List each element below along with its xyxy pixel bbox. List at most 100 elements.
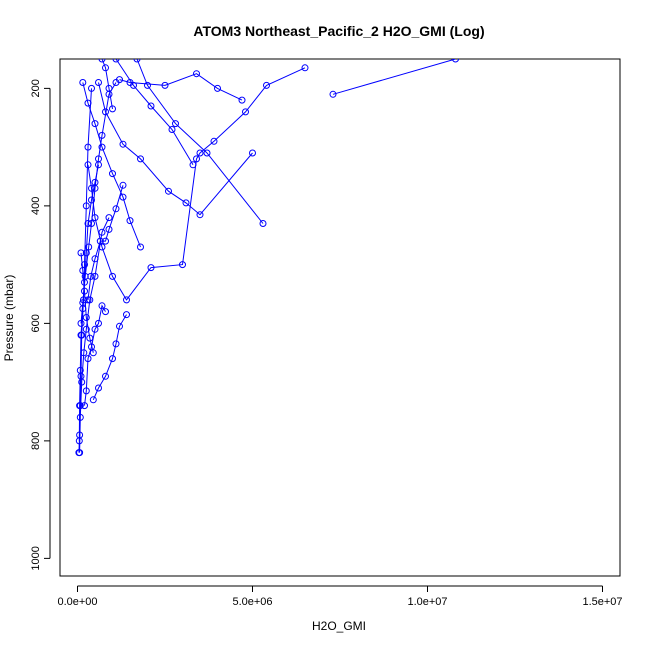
data-point [98,302,106,310]
x-axis-label: H2O_GMI [312,619,366,633]
series-line-8 [92,314,127,401]
data-point [81,402,88,410]
data-point [189,161,197,169]
data-point [82,387,90,395]
y-axis-label: Pressure (mbar) [2,275,16,362]
data-point [95,319,102,327]
data-point [137,155,144,163]
data-point [126,217,134,225]
data-point [182,199,190,207]
data-point [82,325,90,333]
data-point [82,314,90,321]
data-point [98,228,106,236]
chart-title: ATOM3 Northeast_Pacific_2 H2O_GMI (Log) [193,23,484,39]
y-axis: 200 400 600 800 1000 [30,79,51,571]
data-point [214,84,221,92]
data-point [259,220,267,227]
data-point [84,143,92,151]
data-point [112,79,120,86]
data-point [98,131,106,139]
series-line-12 [101,59,113,109]
data-point [452,59,459,63]
data-point [109,355,116,363]
data-point [102,64,109,72]
data-point [119,181,127,189]
data-point [165,187,172,195]
y-tick-label: 800 [30,432,42,450]
data-point [210,137,218,145]
data-point [79,79,87,86]
data-point [123,311,130,319]
series-layer [75,59,459,457]
series-line-4 [87,67,306,301]
data-point [109,272,116,280]
data-point [91,120,99,128]
data-point [88,84,95,92]
data-point [85,243,93,251]
data-point [102,308,109,316]
series-line-3 [332,59,456,95]
series-line-7 [115,59,194,166]
data-point [77,372,85,380]
y-tick-label: 600 [30,314,42,332]
y-tick-label: 400 [30,197,42,215]
plot-frame [59,58,621,577]
data-point [95,155,102,163]
x-axis: 0.0e+00 5.0e+06 1.0e+07 1.5e+07 [57,585,623,608]
data-point [116,322,123,330]
data-point [75,449,83,457]
data-point [82,249,90,257]
data-point [168,126,176,133]
data-point [147,102,155,110]
data-point [105,214,113,222]
data-point [109,105,116,113]
data-point [89,396,97,404]
data-point [263,81,270,89]
data-point [196,149,204,157]
data-point [91,272,99,280]
data-point [172,120,179,128]
data-point [76,431,84,439]
data-point [81,261,88,269]
data-point [193,155,200,163]
data-point [301,64,309,72]
data-point [112,59,120,63]
series-line-16 [78,88,92,453]
data-point [329,90,337,98]
data-point [88,196,95,204]
data-point [98,59,106,63]
data-point [119,140,127,148]
data-point [123,296,130,304]
data-point [147,264,155,272]
data-point [196,211,204,219]
data-point [137,243,144,251]
data-point [77,319,85,327]
data-point [81,272,89,280]
data-point [95,79,102,86]
data-point [203,149,211,157]
data-point [112,340,120,348]
data-point [105,225,113,233]
data-point [161,81,169,89]
data-point [112,205,120,213]
data-point [98,143,106,151]
data-point [238,96,246,104]
series-line-1 [136,59,264,224]
x-tick-label: 0.0e+00 [57,596,97,608]
data-point [102,237,109,245]
data-point [91,184,99,192]
data-point [249,149,256,157]
data-point [144,81,151,89]
data-point [102,372,109,380]
y-tick-label: 200 [30,79,42,97]
data-point [78,331,86,339]
data-point [82,202,90,210]
data-point [193,70,200,78]
data-point [91,325,99,333]
data-point [84,355,92,363]
y-tick-label: 1000 [30,546,42,570]
data-point [109,170,116,178]
x-tick-label: 1.5e+07 [582,596,622,608]
data-point [130,81,137,89]
